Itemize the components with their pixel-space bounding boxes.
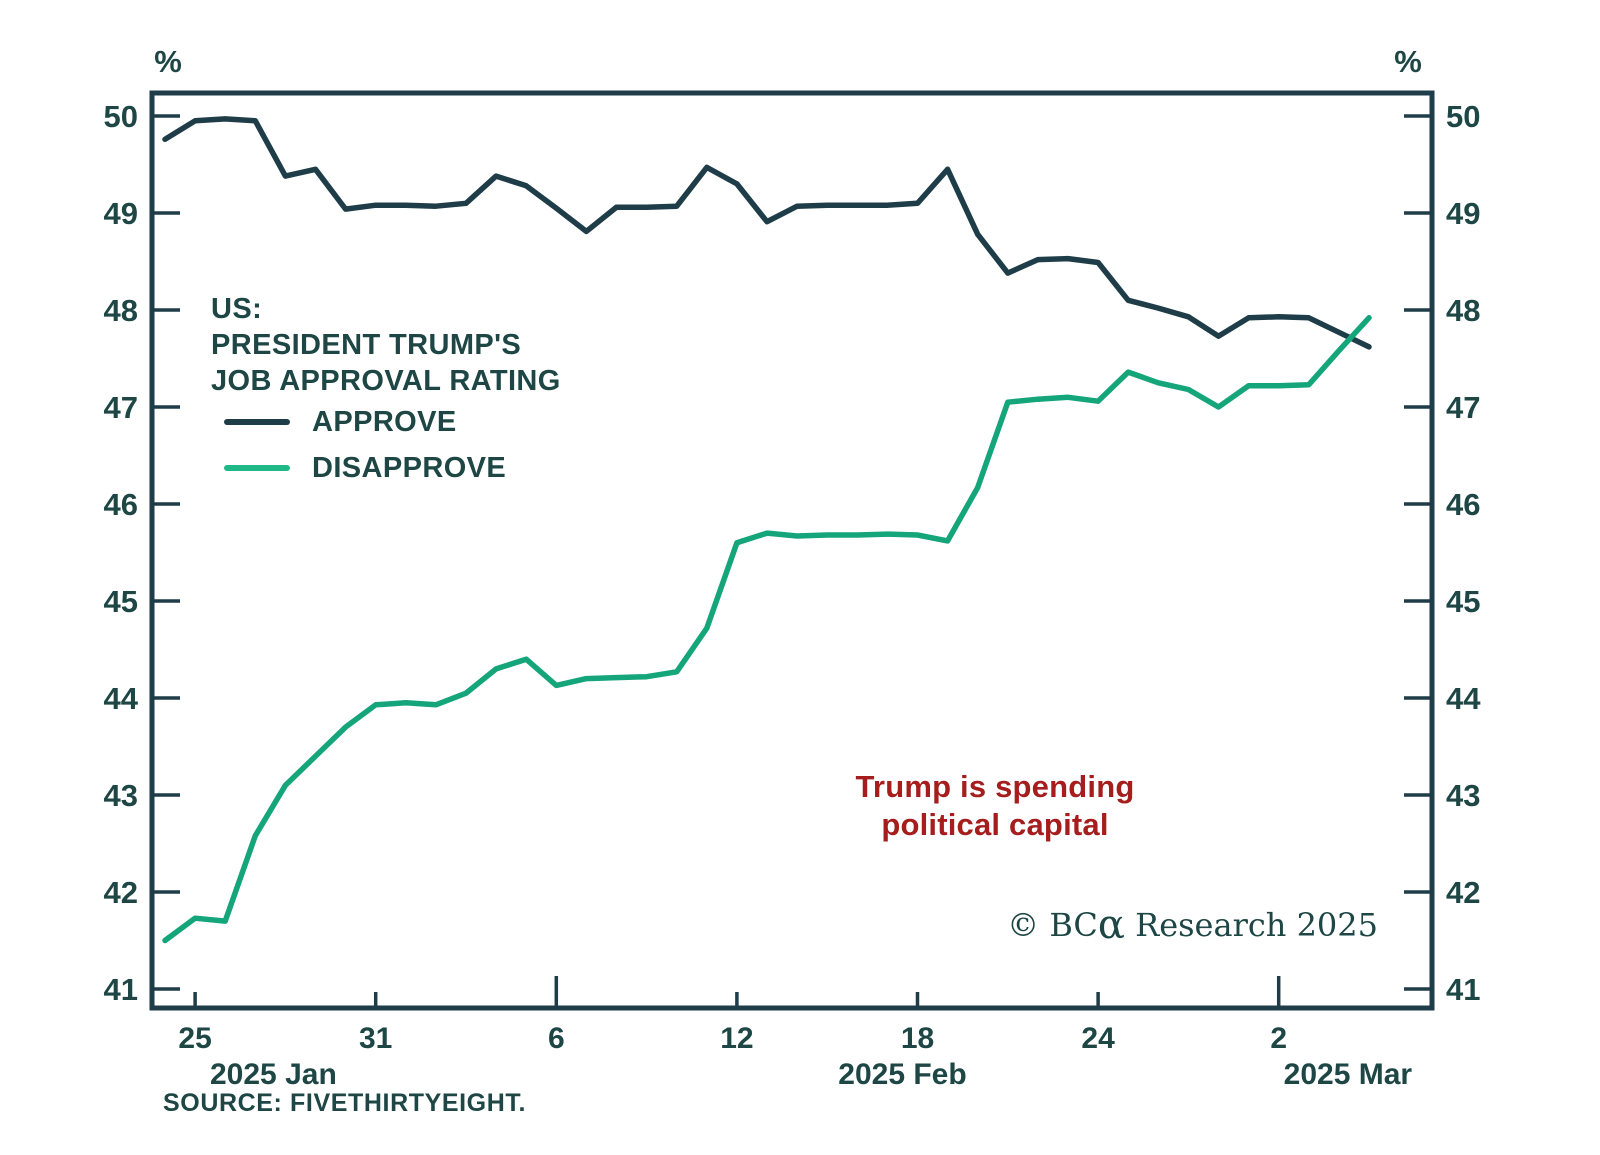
legend-item-approve: APPROVE	[224, 399, 506, 445]
legend: APPROVE DISAPPROVE	[224, 399, 506, 491]
y-tick-label-left: 49	[104, 196, 138, 231]
annotation-line2: political capital	[881, 807, 1109, 842]
y-axis-unit-right: %	[1394, 44, 1422, 79]
bca-research-watermark: © BCα Research 2025	[1007, 905, 1378, 945]
y-tick-label-right: 47	[1446, 390, 1480, 425]
y-tick-label-right: 49	[1446, 196, 1480, 231]
approve-line	[162, 116, 1372, 350]
source-note: SOURCE: FIVETHIRTYEIGHT.	[163, 1089, 527, 1117]
y-tick-label-left: 50	[104, 99, 138, 134]
month-label: 2025 Jan	[210, 1058, 337, 1091]
y-tick-label-left: 42	[104, 875, 138, 910]
y-tick-label-right: 42	[1446, 875, 1480, 910]
y-tick-label-left: 47	[104, 390, 138, 425]
y-tick-label-right: 44	[1446, 681, 1481, 716]
brand-suffix: Research 2025	[1124, 906, 1378, 944]
legend-item-disapprove: DISAPPROVE	[224, 445, 506, 491]
legend-label-approve: APPROVE	[312, 405, 457, 438]
y-tick-label-left: 46	[104, 487, 138, 522]
disapprove-line-swatch	[224, 465, 290, 471]
annotation-line1: Trump is spending	[855, 769, 1135, 804]
y-tick-label-left: 45	[104, 584, 138, 619]
x-tick-label: 6	[548, 1022, 565, 1055]
chart-title-line1: US:	[211, 293, 263, 325]
copyright-symbol: ©	[1007, 906, 1050, 944]
legend-label-disapprove: DISAPPROVE	[312, 451, 507, 484]
x-tick-label: 24	[1081, 1022, 1115, 1055]
y-tick-label-right: 50	[1446, 99, 1480, 134]
annotation-text: Trump is spending political capital	[790, 768, 1200, 844]
y-tick-label-right: 43	[1446, 778, 1480, 813]
x-tick-label: 25	[178, 1022, 211, 1055]
y-tick-label-right: 48	[1446, 293, 1480, 328]
x-tick-label: 31	[359, 1022, 392, 1055]
disapprove-line	[162, 315, 1372, 944]
brand-bc: BC	[1049, 906, 1098, 944]
chart-title-line2: PRESIDENT TRUMP'S	[211, 329, 522, 361]
brand-alpha: α	[1097, 902, 1125, 948]
chart-title: US: PRESIDENT TRUMP'S JOB APPROVAL RATIN…	[211, 291, 561, 399]
x-tick-label: 18	[901, 1022, 934, 1055]
y-tick-label-left: 43	[104, 778, 138, 813]
month-label: 2025 Feb	[838, 1058, 966, 1091]
y-tick-label-right: 45	[1446, 584, 1480, 619]
y-axis-unit-left: %	[154, 44, 182, 79]
y-tick-label-left: 48	[104, 293, 138, 328]
plot-frame	[149, 90, 1435, 1011]
chart-title-line3: JOB APPROVAL RATING	[211, 365, 561, 397]
x-tick-label: 2	[1270, 1022, 1287, 1055]
y-tick-label-left: 41	[104, 972, 138, 1007]
y-tick-label-left: 44	[104, 681, 139, 716]
x-tick-label: 12	[720, 1022, 753, 1055]
approve-line-swatch	[224, 419, 290, 425]
month-label: 2025 Mar	[1284, 1058, 1413, 1091]
y-tick-label-right: 46	[1446, 487, 1480, 522]
y-tick-label-right: 41	[1446, 972, 1480, 1007]
